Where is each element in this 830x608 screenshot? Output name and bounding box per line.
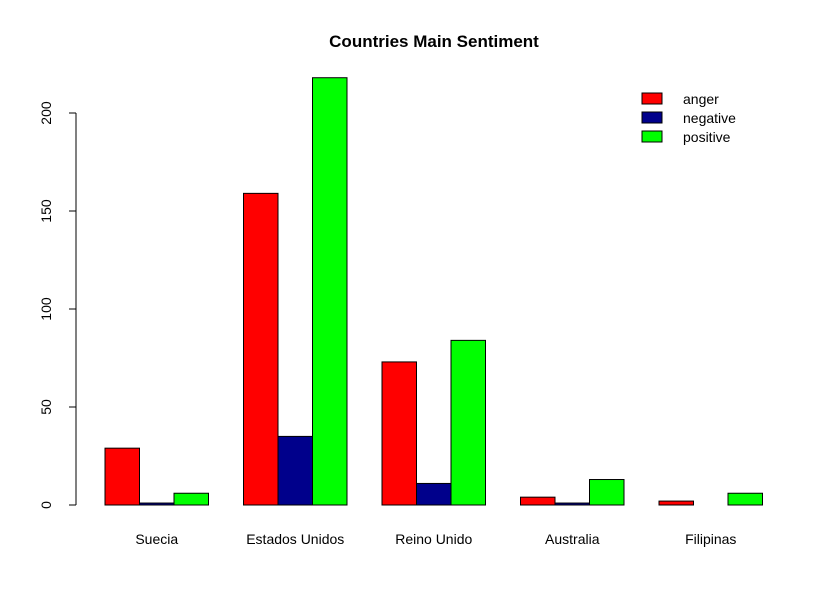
bar-anger xyxy=(104,447,140,506)
y-tick-label: 150 xyxy=(38,199,54,223)
bar-negative xyxy=(139,502,175,506)
legend-swatch-anger xyxy=(641,92,663,105)
x-category-label: Estados Unidos xyxy=(246,531,344,547)
bar-positive xyxy=(450,339,486,506)
x-category-label: Australia xyxy=(545,531,600,547)
bar-negative xyxy=(554,502,590,506)
bar-positive xyxy=(312,77,348,506)
bar-negative xyxy=(416,482,452,506)
bar-anger xyxy=(381,361,417,506)
bar-positive xyxy=(589,479,625,506)
y-axis: 0 50 100 150 200 xyxy=(38,101,77,509)
legend-label-negative: negative xyxy=(683,110,736,126)
chart-title: Countries Main Sentiment xyxy=(329,32,539,51)
bar-positive xyxy=(727,492,763,506)
y-tick-label: 200 xyxy=(38,101,54,125)
legend-swatch-positive xyxy=(641,130,663,143)
x-category-label: Filipinas xyxy=(685,531,736,547)
x-category-label: Reino Unido xyxy=(395,531,472,547)
y-tick-label: 100 xyxy=(38,297,54,321)
y-tick-label: 50 xyxy=(38,399,54,415)
x-category-label: Suecia xyxy=(135,531,178,547)
bar-anger xyxy=(520,496,556,506)
legend-label-positive: positive xyxy=(683,129,731,145)
legend: anger negative positive xyxy=(641,91,736,145)
y-tick-label: 0 xyxy=(38,501,54,509)
legend-swatch-negative xyxy=(641,111,663,124)
legend-label-anger: anger xyxy=(683,91,719,107)
bars xyxy=(104,77,763,506)
x-axis-labels: Suecia Estados Unidos Reino Unido Australia… xyxy=(135,531,736,547)
bar-negative xyxy=(277,435,313,506)
bar-anger xyxy=(243,192,279,506)
bar-positive xyxy=(173,492,209,506)
bar-anger xyxy=(658,500,694,506)
